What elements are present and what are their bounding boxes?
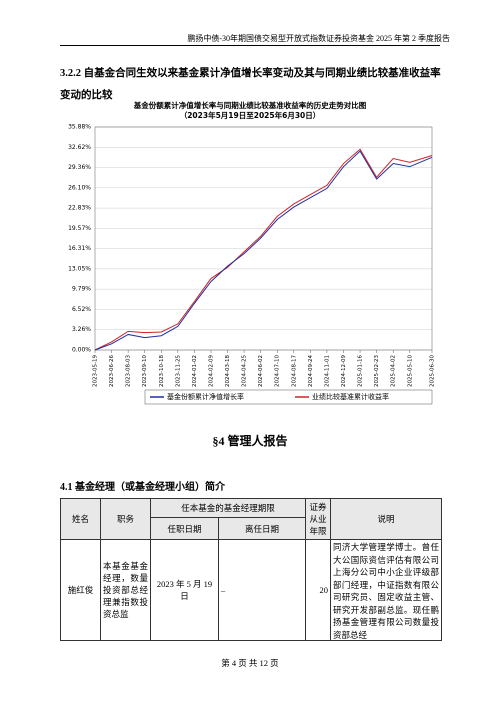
y-tick-label: 9.79%: [72, 286, 91, 293]
th: 离任日期: [217, 517, 307, 540]
x-tick-label: 2024-12-09: [341, 355, 347, 387]
header-rule: [60, 45, 440, 46]
y-tick-label: 19.57%: [68, 225, 91, 232]
cell: 同济大学管理学博士。曾任大公国际资信评估有限公司上海分公司中小企业评级部部门经理…: [330, 539, 443, 641]
x-tick-label: 2023-09-10: [142, 355, 148, 387]
legend-label: 基金份额累计净值增长率: [167, 392, 244, 401]
x-tick-label: 2024-04-25: [242, 355, 248, 387]
y-tick-label: 29.36%: [68, 164, 91, 171]
x-tick-label: 2025-02-23: [374, 355, 380, 387]
manager-table: 姓名 职务 任本基金的基金经理期限 证券从业年限 说明 任职日期 离任日期 施红俊 本基金基…: [60, 498, 443, 641]
x-tick-label: 2024-08-17: [291, 355, 297, 387]
x-tick-label: 2025-04-02: [391, 355, 397, 387]
cell: 施红俊: [60, 539, 101, 641]
y-tick-label: 13.05%: [68, 265, 91, 272]
cell: 2023 年 5 月 19 日: [150, 539, 219, 641]
th: 任职日期: [150, 517, 219, 540]
x-tick-label: 2025-01-16: [358, 355, 364, 387]
x-tick-label: 2024-03-18: [225, 355, 231, 387]
x-tick-label: 2023-06-26: [109, 355, 115, 387]
series-line: [94, 148, 433, 351]
y-tick-label: 26.10%: [68, 184, 91, 191]
page-footer: 第 4 页 共 12 页: [221, 658, 279, 668]
chart: 基金份额累计净值增长率与同期业绩比较基准收益率的历史走势对比图（2023年5月1…: [68, 100, 436, 405]
section-title: 3.2.2 自基金合同生效以来基金累计净值增长率变动及其与同期业绩比较基准收益率…: [60, 68, 441, 101]
x-tick-label: 2023-05-19: [93, 355, 99, 387]
x-tick-label: 2023-11-25: [175, 355, 181, 387]
x-tick-label: 2024-06-02: [258, 355, 264, 387]
y-tick-label: 0.00%: [72, 347, 91, 354]
th: 证券从业年限: [305, 498, 332, 540]
th: 说明: [330, 498, 443, 540]
x-tick-label: 2024-02-09: [208, 355, 214, 387]
plot-frame: [94, 126, 433, 351]
x-tick-label: 2023-10-18: [159, 355, 165, 387]
y-tick-label: 35.88%: [68, 124, 91, 131]
y-tick-label: 3.26%: [72, 326, 91, 333]
y-tick-label: 22.83%: [68, 205, 91, 212]
x-tick-label: 2024-11-01: [324, 355, 330, 387]
th: 姓名: [60, 498, 101, 540]
chart-title: 基金份额累计净值增长率与同期业绩比较基准收益率的历史走势对比图: [133, 100, 367, 110]
chart-subtitle: （2023年5月19日至2025年6月30日）: [180, 110, 321, 120]
section4-title: §4 管理人报告: [212, 434, 288, 448]
legend-box: [144, 389, 433, 405]
x-tick-label: 2024-07-10: [275, 355, 281, 387]
series-line: [94, 150, 433, 351]
x-tick-label: 2023-08-03: [126, 355, 132, 387]
y-tick-label: 6.52%: [72, 306, 91, 313]
cell: 20: [305, 539, 332, 641]
th: 职务: [100, 498, 151, 540]
page-header: 鹏扬中债-30年期国债交易型开放式指数证券投资基金 2025 年第 2 季度报告: [187, 34, 450, 43]
x-tick-label: 2024-01-02: [192, 355, 198, 387]
cell: –: [217, 539, 307, 641]
x-tick-label: 2025-06-30: [430, 355, 436, 387]
section41-title: 4.1 基金经理（或基金经理小组）简介: [60, 482, 225, 493]
legend-label: 业绩比较基准累计收益率: [312, 392, 389, 401]
y-tick-label: 32.62%: [68, 144, 91, 151]
y-tick-label: 16.31%: [68, 245, 91, 252]
x-tick-label: 2025-05-10: [407, 355, 413, 387]
x-tick-label: 2024-09-24: [308, 355, 314, 387]
cell-text: 同济大学管理学博士。曾任大公国际资信评估有限公司上海分公司中小企业评级部部门经理…: [333, 542, 440, 639]
cell: 本基金基金经理，数量投资部总经理兼指数投资总监: [100, 539, 151, 641]
th: 任本基金的基金经理期限: [149, 498, 307, 518]
